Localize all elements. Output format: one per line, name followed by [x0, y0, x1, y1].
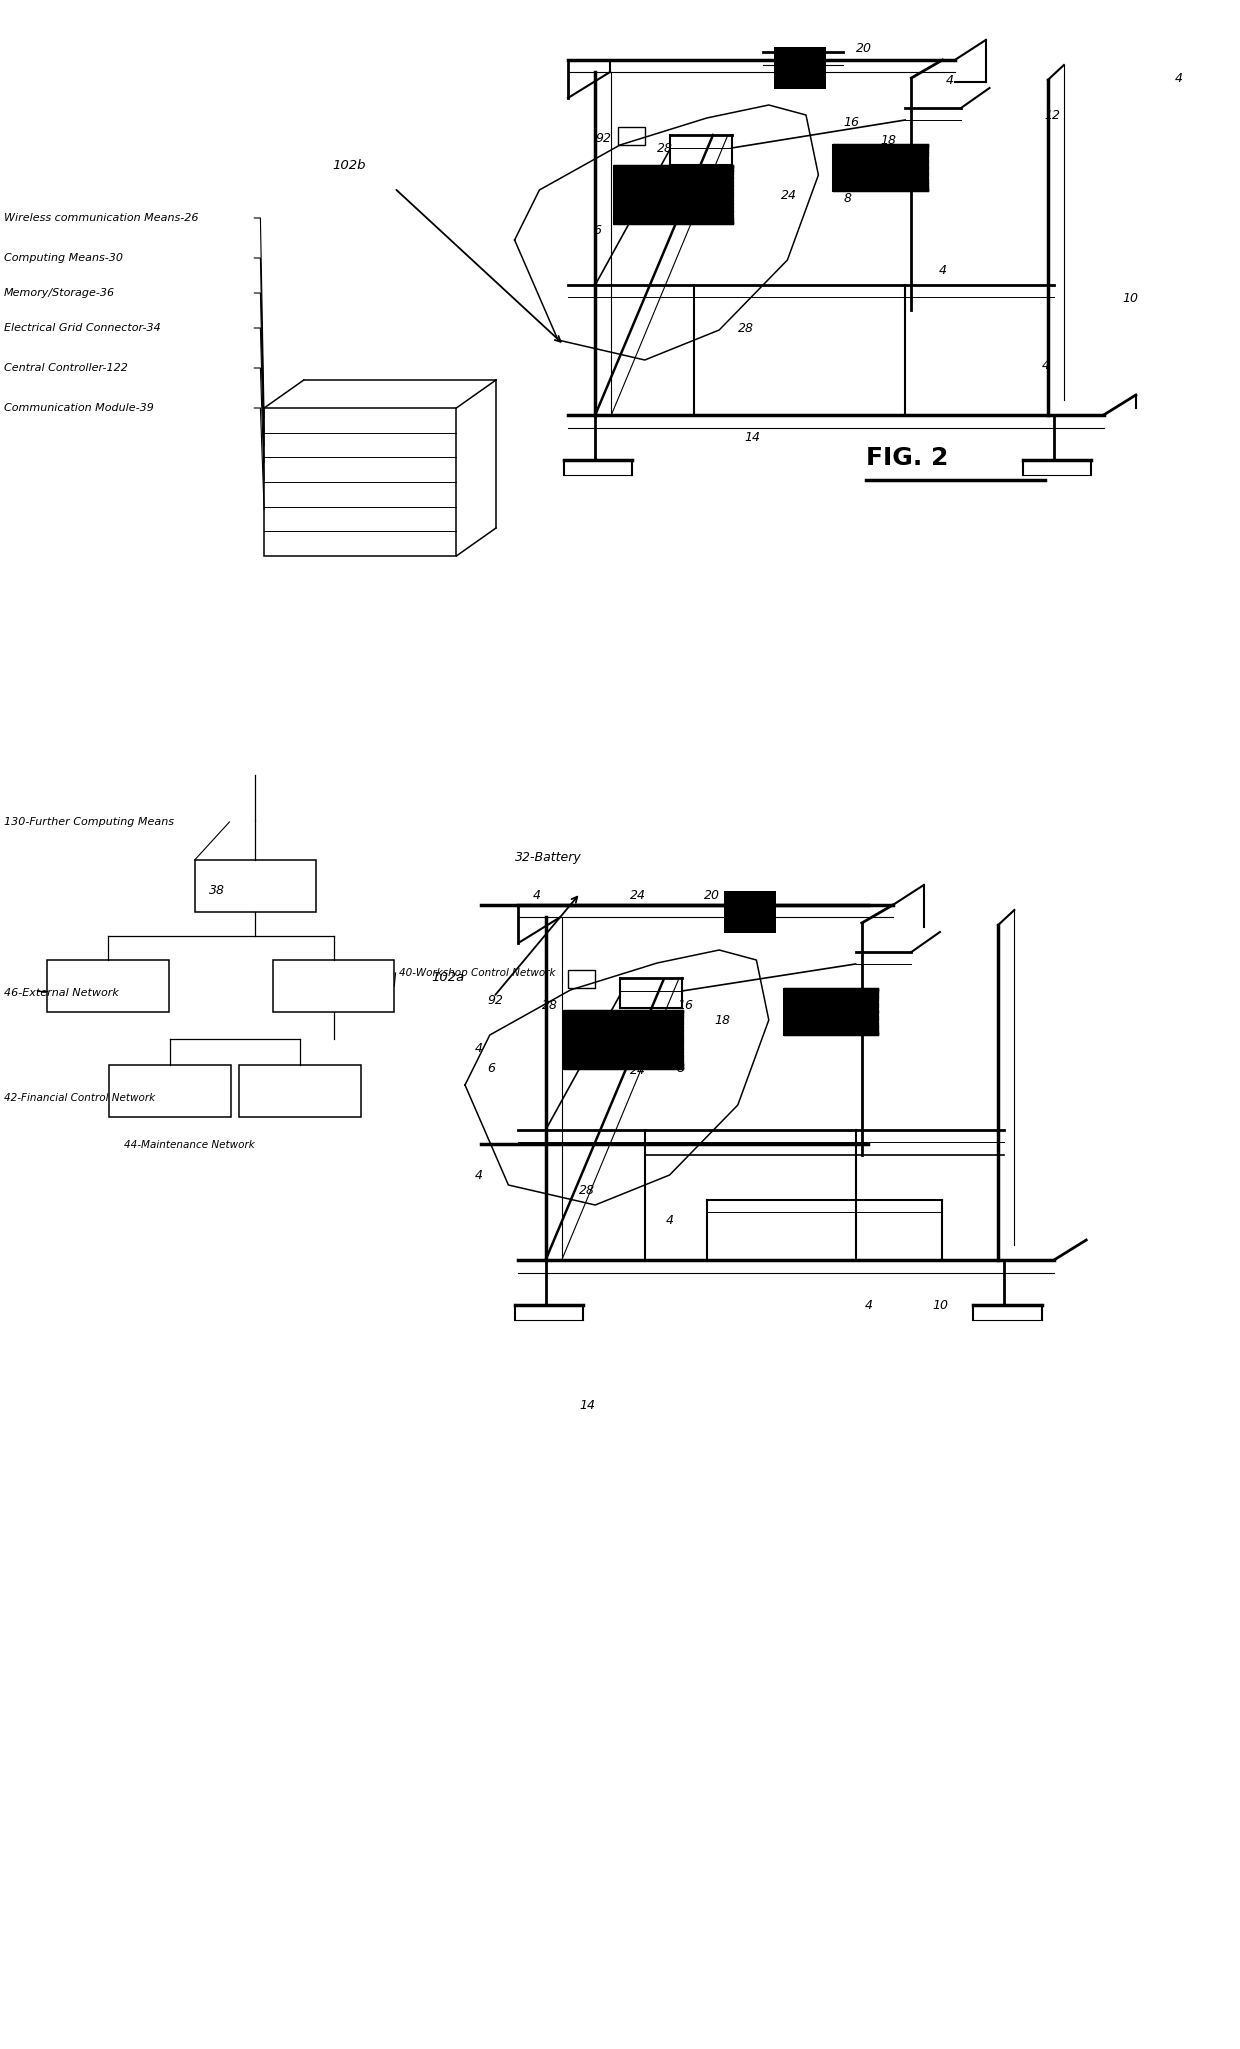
Text: 130-Further Computing Means: 130-Further Computing Means — [4, 818, 174, 828]
Text: Electrical Grid Connector-34: Electrical Grid Connector-34 — [4, 324, 160, 334]
Text: 18: 18 — [714, 1014, 730, 1027]
Text: 20: 20 — [856, 41, 872, 55]
Text: 4: 4 — [1174, 72, 1182, 84]
Text: Wireless communication Means-26: Wireless communication Means-26 — [4, 213, 198, 223]
Bar — [568, 969, 595, 988]
Text: 24: 24 — [630, 889, 646, 902]
Text: Computing Means-30: Computing Means-30 — [4, 252, 123, 262]
Text: 28: 28 — [738, 322, 754, 334]
Bar — [618, 127, 645, 145]
Text: 28: 28 — [657, 141, 673, 154]
Text: 4: 4 — [666, 1213, 673, 1227]
Text: 28: 28 — [579, 1184, 595, 1197]
Text: FIG. 2: FIG. 2 — [866, 447, 947, 469]
Text: 8: 8 — [843, 191, 851, 205]
Text: 6: 6 — [487, 1061, 495, 1074]
Text: 12: 12 — [1044, 109, 1060, 121]
Text: 32-Battery: 32-Battery — [515, 850, 582, 863]
Bar — [109, 1065, 231, 1117]
Bar — [195, 861, 316, 912]
Bar — [264, 408, 456, 555]
Text: 102a: 102a — [432, 971, 465, 984]
Text: 4: 4 — [475, 1041, 482, 1055]
Text: 10: 10 — [1122, 291, 1138, 305]
Text: Memory/Storage-36: Memory/Storage-36 — [4, 289, 115, 297]
Text: 102b: 102b — [332, 158, 366, 172]
Bar — [47, 961, 169, 1012]
Text: 38: 38 — [210, 883, 224, 897]
Text: 4: 4 — [533, 889, 541, 902]
Text: 20: 20 — [704, 889, 720, 902]
Text: 24: 24 — [630, 1063, 646, 1076]
Text: 8: 8 — [677, 1061, 684, 1074]
Text: 92: 92 — [487, 994, 503, 1006]
Text: 28: 28 — [542, 998, 558, 1012]
Text: 4: 4 — [939, 264, 946, 277]
Text: 92: 92 — [595, 131, 611, 145]
Text: 12: 12 — [861, 1012, 877, 1024]
Text: 24: 24 — [791, 57, 807, 70]
Text: 24: 24 — [781, 189, 797, 201]
Text: 46-External Network: 46-External Network — [4, 988, 119, 998]
Text: 4: 4 — [946, 74, 954, 86]
Text: 6: 6 — [593, 223, 600, 236]
Text: 18: 18 — [880, 133, 897, 145]
Text: Central Controller-122: Central Controller-122 — [4, 363, 128, 373]
Text: 40-Workshop Control Network: 40-Workshop Control Network — [399, 967, 556, 977]
Text: 10: 10 — [932, 1299, 949, 1311]
Text: 44-Maintenance Network: 44-Maintenance Network — [124, 1139, 254, 1149]
Text: 16: 16 — [843, 115, 859, 129]
Text: 14: 14 — [579, 1399, 595, 1412]
Text: 42-Financial Control Network: 42-Financial Control Network — [4, 1092, 155, 1102]
Text: 4: 4 — [475, 1168, 482, 1182]
Text: 4: 4 — [864, 1299, 872, 1311]
Text: 14: 14 — [744, 430, 760, 443]
Text: Communication Module-39: Communication Module-39 — [4, 404, 154, 414]
Bar — [273, 961, 394, 1012]
Text: 4: 4 — [1042, 359, 1049, 371]
Text: 16: 16 — [677, 998, 693, 1012]
Bar — [239, 1065, 361, 1117]
